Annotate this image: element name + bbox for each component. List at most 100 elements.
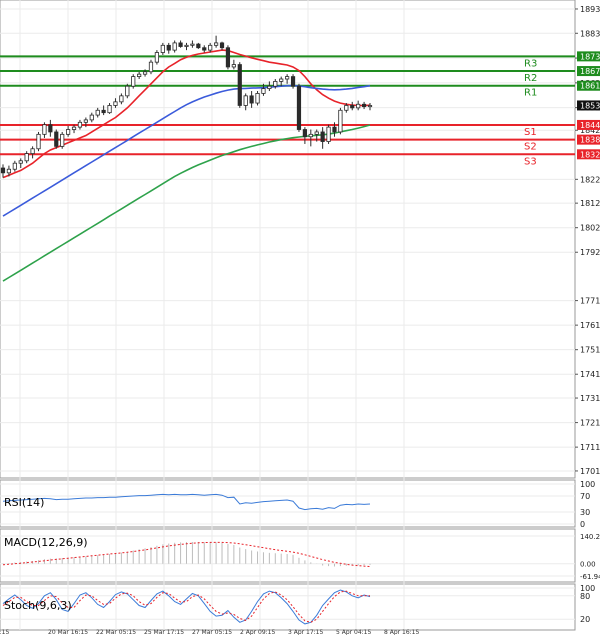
price-panel: R3 R2 R1 S1 S2 S3 — [0, 35, 575, 282]
level-label: S1 — [524, 127, 537, 138]
level-value: 18449 — [580, 121, 600, 130]
x-tick-label: 20 Mar 16:15 — [48, 629, 88, 635]
stoch-d-line — [2, 590, 370, 623]
rsi-panel — [2, 493, 371, 511]
stoch-tick-label: 20 — [580, 615, 590, 624]
candle-body — [184, 44, 189, 47]
level-badge — [577, 80, 600, 91]
candle-body — [320, 131, 325, 142]
candle-body — [48, 124, 53, 133]
level-badge — [577, 134, 600, 145]
candle-body — [0, 167, 6, 174]
candle-body — [95, 109, 100, 116]
macd-panel — [2, 541, 371, 567]
y-tick-label: 17110 — [580, 443, 600, 452]
y-tick-label: 17719 — [580, 297, 600, 306]
level-label: R2 — [524, 73, 537, 84]
y-tick-label: 18427 — [580, 126, 600, 135]
rsi-tick-label: 100 — [580, 480, 595, 489]
candle-body — [190, 43, 195, 46]
candle-body — [113, 101, 118, 106]
candle-body — [290, 76, 296, 87]
rsi-tick-label: 0 — [580, 520, 585, 529]
candle-body — [119, 95, 124, 103]
panel-frame — [0, 583, 576, 631]
x-tick-label: 25 Mar 17:15 — [144, 629, 184, 635]
candle-body — [24, 153, 29, 162]
candle-body — [166, 44, 171, 51]
level-label: S3 — [524, 156, 537, 167]
candle-body — [54, 131, 59, 147]
candle-body — [255, 93, 260, 104]
ma-line — [2, 84, 371, 217]
axis-labels: 1893118830187271862418521184271822318124… — [0, 5, 600, 635]
candle-body — [66, 129, 71, 135]
candle-body — [267, 85, 272, 90]
candle-body — [249, 95, 254, 104]
macd-tick-label: 0.00 — [580, 561, 596, 569]
y-tick-label: 17212 — [580, 419, 600, 428]
candle-body — [83, 119, 88, 123]
stoch-tick-label: 100 — [580, 584, 595, 593]
candle-body — [208, 44, 213, 51]
stoch-panel — [2, 589, 371, 625]
candle-body — [107, 105, 112, 114]
macd-tick-label: -61.94 — [580, 573, 600, 581]
candle-body — [42, 124, 47, 135]
candle-body — [148, 61, 154, 73]
candle-body — [172, 42, 177, 51]
macd-tick-label: 140.22 — [580, 533, 600, 541]
candle-body — [302, 129, 307, 138]
level-value: 18612 — [580, 82, 600, 91]
candle-body — [356, 103, 361, 109]
candle-body — [243, 95, 248, 106]
candle-body — [196, 43, 201, 49]
candle-body — [273, 81, 278, 87]
candle-body — [154, 52, 160, 63]
candle-body — [30, 148, 35, 154]
candle-body — [296, 85, 302, 130]
candle-body — [225, 47, 231, 68]
x-tick-label: 2 Apr 09:15 — [240, 629, 275, 635]
x-tick-label: 3 Apr 17:15 — [288, 629, 323, 635]
stoch-tick-label: 80 — [580, 592, 590, 601]
candle-body — [219, 42, 225, 49]
y-tick-label: 18124 — [580, 199, 600, 208]
level-badge — [577, 66, 600, 77]
panel-frame — [0, 479, 576, 528]
candle-body — [332, 126, 337, 133]
y-tick-label: 18830 — [580, 29, 600, 38]
level-label: S2 — [524, 142, 537, 153]
x-tick-label: 8 Apr 16:15 — [384, 629, 419, 635]
candle-body — [131, 76, 136, 87]
level-value: 18734 — [580, 52, 600, 61]
y-tick-label: 18223 — [580, 175, 600, 184]
rsi-tick-label: 70 — [580, 492, 590, 501]
candle-body — [367, 105, 373, 108]
stoch-title: Stoch(9,6,3) — [4, 599, 72, 612]
rsi-tick-label: 30 — [580, 508, 590, 517]
level-label: R3 — [524, 58, 537, 69]
candle-body — [77, 121, 83, 128]
current-price-badge — [577, 100, 600, 111]
candle-body — [279, 78, 284, 82]
y-tick-label: 17920 — [580, 248, 600, 257]
candle-body — [142, 71, 148, 75]
candle-body — [160, 44, 165, 53]
level-badge — [577, 149, 600, 160]
candle-body — [213, 42, 219, 46]
candle-body — [71, 126, 77, 130]
candle-body — [36, 133, 41, 150]
level-value: 18673 — [580, 67, 600, 76]
rsi-line — [2, 493, 371, 511]
level-badge — [577, 119, 600, 130]
level-badge — [577, 51, 600, 62]
candle-body — [344, 105, 349, 111]
macd-title: MACD(12,26,9) — [4, 536, 88, 549]
x-tick-label: 27 Mar 05:15 — [192, 629, 232, 635]
candle-body — [137, 73, 142, 77]
candle-body — [89, 114, 94, 121]
level-label: R1 — [524, 88, 537, 99]
